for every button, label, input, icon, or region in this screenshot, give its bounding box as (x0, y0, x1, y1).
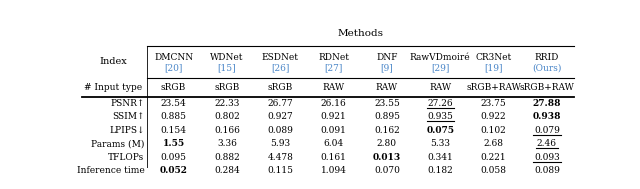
Text: 0.341: 0.341 (428, 153, 453, 162)
Text: 0.927: 0.927 (268, 112, 293, 122)
Text: sRGB+RAW: sRGB+RAW (466, 83, 521, 92)
Text: Params (M): Params (M) (91, 139, 145, 148)
Text: 27.88: 27.88 (532, 99, 561, 108)
Text: sRGB: sRGB (161, 83, 186, 92)
Text: [15]: [15] (218, 63, 236, 72)
Text: 5.93: 5.93 (270, 139, 291, 148)
Text: 0.162: 0.162 (374, 126, 400, 135)
Text: 0.938: 0.938 (532, 112, 561, 122)
Text: 0.802: 0.802 (214, 112, 240, 122)
Text: Index: Index (100, 57, 127, 67)
Text: 0.922: 0.922 (481, 112, 506, 122)
Text: RawVDmoiré: RawVDmoiré (410, 53, 470, 62)
Text: 0.091: 0.091 (321, 126, 346, 135)
Text: 0.052: 0.052 (159, 166, 188, 175)
Text: 1.094: 1.094 (321, 166, 346, 175)
Text: [20]: [20] (164, 63, 183, 72)
Text: 26.16: 26.16 (321, 99, 346, 108)
Text: 4.478: 4.478 (268, 153, 293, 162)
Text: 23.54: 23.54 (161, 99, 186, 108)
Text: 2.80: 2.80 (377, 139, 397, 148)
Text: [19]: [19] (484, 63, 503, 72)
Text: RAW: RAW (429, 83, 451, 92)
Text: [9]: [9] (381, 63, 393, 72)
Text: 0.885: 0.885 (161, 112, 187, 122)
Text: 0.089: 0.089 (268, 126, 293, 135)
Text: 0.161: 0.161 (321, 153, 346, 162)
Text: (Ours): (Ours) (532, 63, 561, 72)
Text: SSIM↑: SSIM↑ (112, 112, 145, 122)
Text: RRID: RRID (534, 53, 559, 62)
Text: 0.093: 0.093 (534, 153, 560, 162)
Text: 0.221: 0.221 (481, 153, 506, 162)
Text: 0.921: 0.921 (321, 112, 346, 122)
Text: 26.77: 26.77 (268, 99, 293, 108)
Text: ESDNet: ESDNet (262, 53, 299, 62)
Text: 27.26: 27.26 (428, 99, 453, 108)
Text: [29]: [29] (431, 63, 449, 72)
Text: 23.55: 23.55 (374, 99, 400, 108)
Text: WDNet: WDNet (210, 53, 244, 62)
Text: PSNR↑: PSNR↑ (110, 99, 145, 108)
Text: 0.166: 0.166 (214, 126, 240, 135)
Text: 0.102: 0.102 (481, 126, 506, 135)
Text: 0.089: 0.089 (534, 166, 560, 175)
Text: DNF: DNF (376, 53, 397, 62)
Text: 23.75: 23.75 (481, 99, 506, 108)
Text: TFLOPs: TFLOPs (108, 153, 145, 162)
Text: 3.36: 3.36 (217, 139, 237, 148)
Text: [27]: [27] (324, 63, 343, 72)
Text: sRGB+RAW: sRGB+RAW (520, 83, 574, 92)
Text: Methods: Methods (337, 29, 383, 37)
Text: 0.079: 0.079 (534, 126, 560, 135)
Text: CR3Net: CR3Net (476, 53, 511, 62)
Text: 6.04: 6.04 (323, 139, 344, 148)
Text: 0.013: 0.013 (372, 153, 401, 162)
Text: 0.058: 0.058 (481, 166, 506, 175)
Text: LPIPS↓: LPIPS↓ (109, 126, 145, 135)
Text: 0.070: 0.070 (374, 166, 400, 175)
Text: 1.55: 1.55 (163, 139, 185, 148)
Text: Inference time: Inference time (77, 166, 145, 175)
Text: 0.895: 0.895 (374, 112, 400, 122)
Text: 0.075: 0.075 (426, 126, 454, 135)
Text: sRGB: sRGB (268, 83, 293, 92)
Text: 5.33: 5.33 (430, 139, 450, 148)
Text: 0.154: 0.154 (161, 126, 187, 135)
Text: DMCNN: DMCNN (154, 53, 193, 62)
Text: 0.115: 0.115 (268, 166, 293, 175)
Text: 0.935: 0.935 (428, 112, 453, 122)
Text: 0.882: 0.882 (214, 153, 240, 162)
Text: 2.68: 2.68 (484, 139, 504, 148)
Text: [26]: [26] (271, 63, 289, 72)
Text: RAW: RAW (323, 83, 345, 92)
Text: 0.095: 0.095 (161, 153, 187, 162)
Text: # Input type: # Input type (84, 83, 143, 92)
Text: 22.33: 22.33 (214, 99, 239, 108)
Text: RDNet: RDNet (318, 53, 349, 62)
Text: 2.46: 2.46 (537, 139, 557, 148)
Text: 0.182: 0.182 (428, 166, 453, 175)
Text: sRGB: sRGB (214, 83, 239, 92)
Text: RAW: RAW (376, 83, 398, 92)
Text: 0.284: 0.284 (214, 166, 240, 175)
